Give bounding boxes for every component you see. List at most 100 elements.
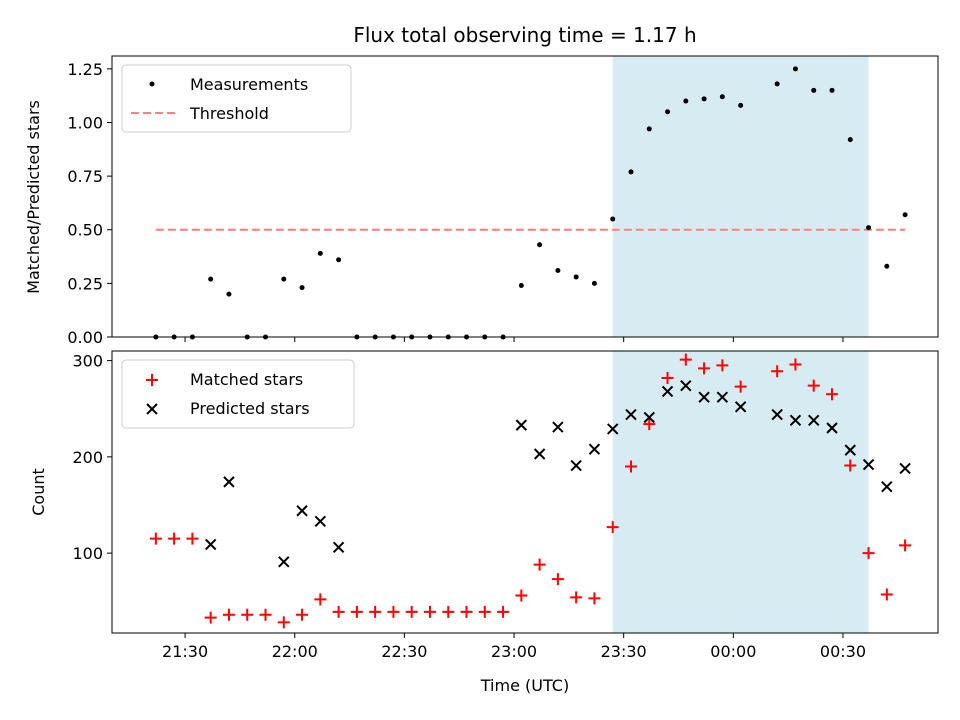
- matched-point: [624, 460, 637, 473]
- top-plot-frame: [111, 55, 939, 338]
- legend-measurement-marker: [149, 81, 155, 87]
- matched-point: [515, 589, 528, 602]
- observing-span: [612, 56, 869, 337]
- measurement-point: [299, 285, 305, 291]
- measurement-point: [701, 96, 707, 102]
- measurement-point: [518, 283, 524, 289]
- measurement-point: [683, 98, 689, 104]
- measurement-point: [866, 225, 872, 231]
- matched-point: [204, 611, 217, 624]
- measurement-point: [317, 250, 323, 256]
- predicted-point: [552, 421, 564, 433]
- bottom-legend: Matched stars Predicted stars: [121, 359, 355, 429]
- matched-point: [899, 539, 912, 552]
- predicted-point: [278, 556, 290, 568]
- predicted-point: [223, 476, 235, 488]
- matched-point: [789, 358, 802, 371]
- predicted-point: [515, 419, 528, 431]
- measurement-point: [537, 242, 543, 248]
- matched-point: [423, 605, 436, 618]
- y-tick-label: 300: [72, 352, 103, 371]
- predicted-point: [789, 414, 802, 427]
- matched-point: [551, 573, 564, 586]
- predicted-point: [314, 515, 327, 528]
- matched-point: [807, 379, 820, 392]
- top-observing-span: [612, 56, 869, 337]
- top-y-ticks: 0.00 0.25 0.50 0.75 1.00 1.25: [67, 60, 112, 347]
- measurement-point: [591, 280, 597, 286]
- matched-point: [679, 353, 692, 366]
- legend-measurements-label: Measurements: [190, 75, 308, 94]
- predicted-point: [771, 408, 783, 421]
- x-tick-label: 22:00: [272, 642, 318, 661]
- predicted-point: [716, 391, 729, 403]
- matched-point: [497, 605, 510, 618]
- predicted-point: [734, 401, 747, 413]
- matched-point: [314, 593, 327, 606]
- predicted-point: [643, 411, 655, 424]
- matched-point: [405, 605, 418, 618]
- measurement-point: [902, 212, 908, 218]
- measurement-point: [811, 87, 817, 93]
- x-tick-label: 00:00: [710, 642, 756, 661]
- matched-point: [222, 608, 235, 621]
- matched-point: [168, 532, 181, 545]
- top-legend-box: [121, 64, 352, 133]
- predicted-point: [533, 448, 546, 460]
- x-axis-label: Time (UTC): [480, 676, 569, 695]
- matched-point: [826, 388, 839, 401]
- measurement-point: [738, 102, 744, 108]
- top-chart: 0.00 0.25 0.50 0.75 1.00 1.25 Flux total obse…: [24, 23, 939, 347]
- measurement-point: [208, 276, 214, 282]
- matched-point: [698, 362, 711, 375]
- measurement-point: [646, 126, 652, 132]
- bottom-y-ticks: 100 200 300: [72, 352, 112, 563]
- matched-point: [734, 380, 747, 393]
- y-tick-label: 100: [72, 544, 103, 563]
- x-tick-label: 21:30: [162, 642, 208, 661]
- x-tick-label: 22:30: [381, 642, 427, 661]
- measurement-point: [792, 66, 798, 72]
- legend-matched-marker: [146, 374, 158, 386]
- y-tick-label: 0.00: [67, 328, 103, 347]
- matched-point: [259, 608, 272, 621]
- y-tick-label: 0.50: [67, 221, 103, 240]
- predicted-point: [204, 538, 217, 551]
- matched-point: [844, 459, 857, 472]
- matched-point: [862, 547, 875, 560]
- measurement-point: [665, 109, 671, 115]
- matched-point: [460, 605, 473, 618]
- predicted-point: [862, 458, 875, 471]
- observing-span: [612, 351, 869, 633]
- y-tick-label: 1.25: [67, 60, 103, 79]
- top-y-axis-label: Matched/Predicted stars: [24, 100, 43, 294]
- top-chart-title: Flux total observing time = 1.17 h: [353, 23, 696, 47]
- matched-point: [643, 418, 656, 431]
- legend-threshold-label: Threshold: [189, 104, 269, 123]
- measurement-point: [774, 81, 780, 87]
- measurement-point: [884, 263, 890, 269]
- matched-point: [606, 521, 619, 534]
- matched-point: [387, 605, 400, 618]
- matched-point: [716, 359, 729, 372]
- predicted-point: [698, 391, 710, 403]
- count-points: [149, 353, 912, 629]
- predicted-point: [881, 480, 893, 493]
- matched-point: [369, 605, 382, 618]
- x-tick-label: 23:00: [491, 642, 537, 661]
- legend-predicted-label: Predicted stars: [190, 399, 310, 418]
- measurement-point: [628, 169, 634, 175]
- matched-point: [880, 588, 893, 601]
- matched-point: [661, 371, 674, 384]
- predicted-point: [661, 385, 674, 398]
- measurement-point: [336, 257, 342, 263]
- bottom-plot-frame: [111, 350, 939, 634]
- predicted-point: [570, 459, 582, 472]
- predicted-point: [680, 379, 692, 392]
- matched-point: [186, 532, 199, 545]
- predicted-point: [625, 408, 637, 421]
- matched-point: [442, 605, 455, 618]
- measurement-point: [573, 274, 579, 280]
- matched-point: [296, 608, 309, 621]
- predicted-point: [826, 422, 838, 434]
